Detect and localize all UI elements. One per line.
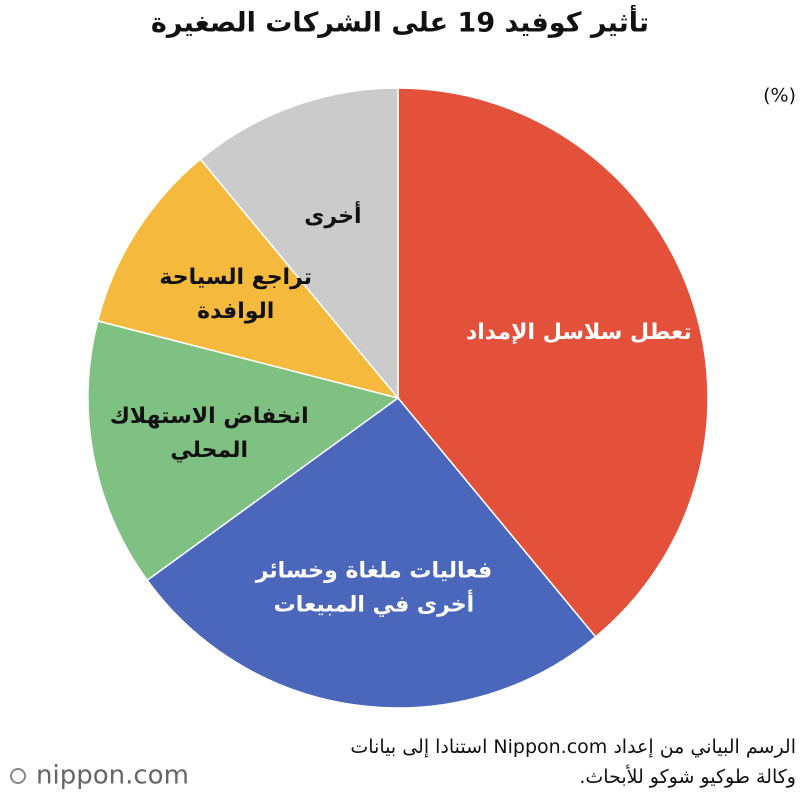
pie-slice	[146, 396, 597, 709]
pie-slice	[87, 319, 400, 582]
source-note: الرسم البياني من إعداد Nippon.com استناد…	[350, 736, 796, 788]
pie-slice	[397, 87, 709, 638]
pie-slice	[199, 87, 399, 401]
slice-label: أخرى	[304, 200, 361, 229]
slice-label: تعطل سلاسل الإمداد	[466, 320, 692, 345]
slice-label: تراجع السياحة الوافدة	[159, 265, 312, 324]
slice-label: انخفاض الاستهلاك المحلي	[110, 404, 309, 463]
chart-title: تأثير كوفيد 19 على الشركات الصغيرة	[151, 5, 649, 39]
logo-icon	[10, 768, 26, 784]
pie-slice	[96, 158, 401, 400]
unit-label: (%)	[763, 85, 796, 107]
slice-label: فعاليات ملغاة وخسائر أخرى في المبيعات	[255, 559, 492, 618]
logo-text: nippon.com	[36, 761, 189, 791]
logo: nippon.com	[10, 761, 189, 791]
